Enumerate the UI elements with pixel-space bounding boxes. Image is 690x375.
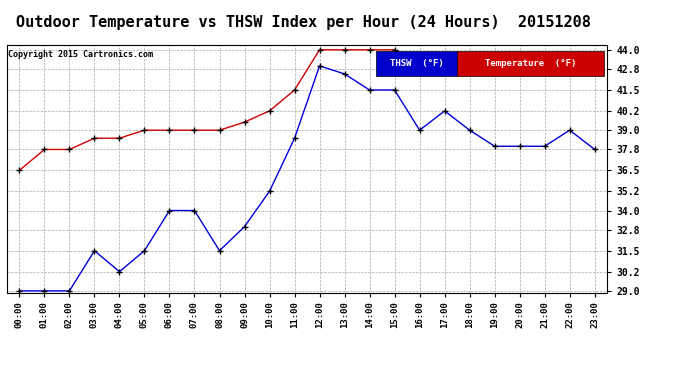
FancyBboxPatch shape	[457, 51, 604, 76]
Text: Outdoor Temperature vs THSW Index per Hour (24 Hours)  20151208: Outdoor Temperature vs THSW Index per Ho…	[16, 15, 591, 30]
FancyBboxPatch shape	[376, 51, 457, 76]
Text: Temperature  (°F): Temperature (°F)	[485, 59, 576, 68]
Text: Copyright 2015 Cartronics.com: Copyright 2015 Cartronics.com	[8, 50, 152, 59]
Text: THSW  (°F): THSW (°F)	[390, 59, 444, 68]
